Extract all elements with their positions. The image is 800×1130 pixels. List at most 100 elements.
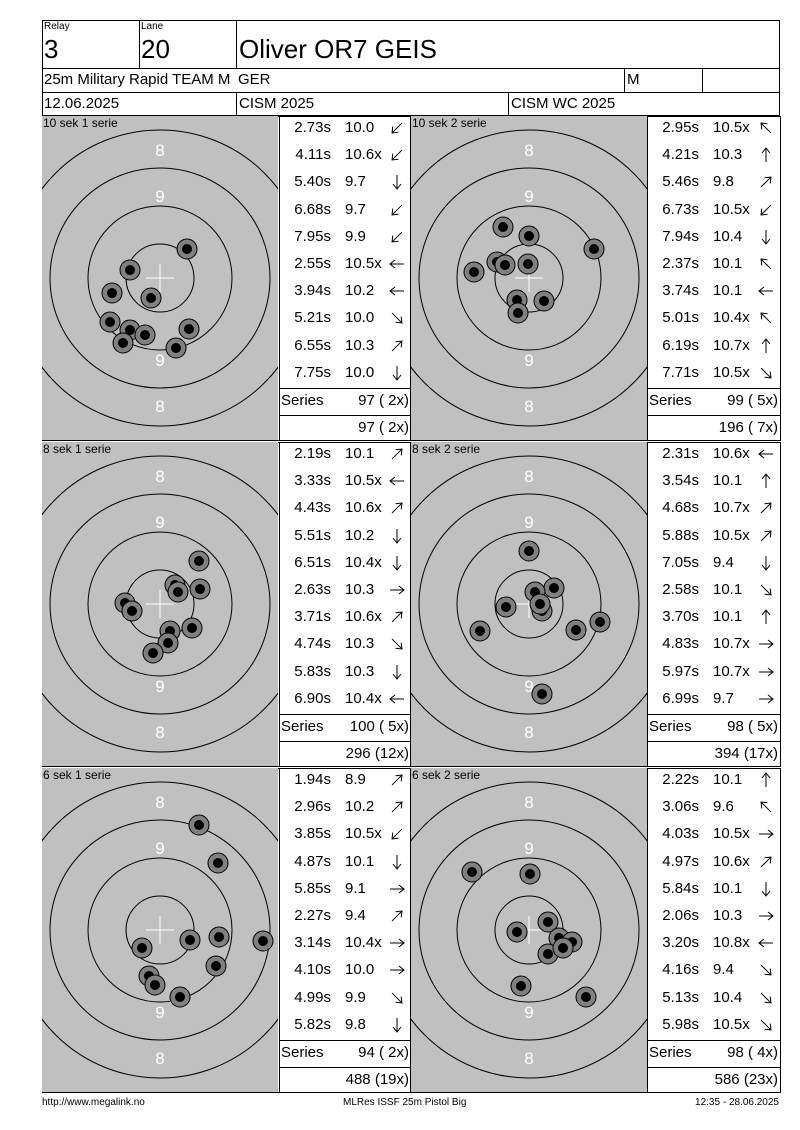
shot-row: 7.75s 10.0 bbox=[279, 361, 411, 385]
shot-hole-center bbox=[140, 330, 150, 340]
direction-arrow-icon bbox=[761, 337, 771, 353]
series-total-row: Series 97 ( 2x) bbox=[279, 389, 411, 413]
divider bbox=[279, 388, 411, 389]
shot-hole-center bbox=[516, 981, 526, 991]
direction-arrow-icon bbox=[759, 667, 774, 676]
shot-row: 5.82s 9.8 bbox=[279, 1013, 411, 1037]
shot-score: 10.1 bbox=[713, 581, 743, 598]
series-label: Series bbox=[281, 718, 324, 735]
shot-score: 10.6x bbox=[345, 146, 382, 164]
shot-time: 5.46s bbox=[662, 173, 699, 191]
direction-arrow-icon bbox=[392, 555, 402, 571]
direction-arrow-icon bbox=[760, 312, 772, 324]
shot-time: 7.75s bbox=[294, 363, 331, 381]
series-total: 98 ( 5x) bbox=[727, 718, 778, 735]
shot-hole-center bbox=[549, 583, 559, 593]
direction-arrow-icon bbox=[391, 149, 403, 161]
divider bbox=[702, 68, 703, 92]
direction-arrow-icon bbox=[392, 528, 402, 544]
direction-arrow-icon bbox=[760, 584, 772, 596]
footer-software: MLRes ISSF 25m Pistol Big bbox=[343, 1097, 467, 1108]
series-total: 94 ( 2x) bbox=[358, 1044, 409, 1061]
shot-score: 10.7x bbox=[713, 336, 750, 354]
ring-number: 9 bbox=[524, 1003, 533, 1022]
shot-hole-center bbox=[535, 599, 545, 609]
ring-number: 8 bbox=[155, 467, 164, 486]
direction-arrow-icon bbox=[391, 910, 403, 922]
shot-row: 3.14s 10.4x bbox=[279, 931, 411, 955]
shot-row: 4.11s 10.6x bbox=[279, 143, 411, 167]
shot-row: 6.19s 10.7x bbox=[647, 334, 780, 358]
shot-score: 9.7 bbox=[713, 689, 734, 707]
direction-arrow-icon bbox=[758, 449, 773, 459]
shot-hole-center bbox=[523, 259, 533, 269]
direction-arrow-icon bbox=[392, 175, 402, 191]
shot-time: 3.06s bbox=[662, 798, 699, 816]
shot-time: 3.14s bbox=[294, 934, 331, 952]
series-label: Series bbox=[649, 718, 692, 735]
shot-time: 6.51s bbox=[294, 553, 331, 571]
shot-time: 3.20s bbox=[662, 934, 699, 952]
shot-hole-center bbox=[171, 343, 181, 353]
divider bbox=[508, 92, 509, 116]
ring-number: 8 bbox=[524, 467, 533, 486]
scoring-ring bbox=[456, 205, 602, 351]
shot-time: 4.43s bbox=[294, 499, 331, 517]
shot-time: 5.13s bbox=[662, 988, 699, 1006]
shot-time: 2.22s bbox=[662, 771, 699, 788]
divider bbox=[624, 68, 625, 92]
shot-hole-center bbox=[173, 587, 183, 597]
shot-hole-center bbox=[175, 992, 185, 1002]
shot-hole-center bbox=[211, 961, 221, 971]
ring-number: 9 bbox=[155, 187, 164, 206]
shot-score: 10.3 bbox=[713, 146, 743, 164]
shot-hole-center bbox=[524, 231, 534, 241]
shot-hole-center bbox=[467, 867, 477, 877]
series-title: 10 sek 1 serie bbox=[43, 116, 118, 130]
shot-hole-center bbox=[501, 602, 511, 612]
shot-score: 10.2 bbox=[345, 282, 375, 300]
shot-time: 3.85s bbox=[294, 825, 331, 843]
shot-time: 4.10s bbox=[294, 961, 331, 979]
shot-time: 4.74s bbox=[294, 635, 331, 653]
direction-arrow-icon bbox=[761, 881, 771, 897]
shot-row: 2.58s 10.1 bbox=[647, 578, 780, 602]
direction-arrow-icon bbox=[391, 639, 403, 650]
list-divider bbox=[279, 442, 280, 766]
scoring-ring bbox=[87, 531, 233, 677]
direction-arrow-icon bbox=[761, 147, 771, 163]
shot-score: 10.5x bbox=[713, 200, 750, 218]
scoring-ring bbox=[49, 819, 271, 1041]
shot-time: 6.73s bbox=[662, 200, 699, 218]
shot-row: 4.83s 10.7x bbox=[647, 632, 780, 656]
shot-hole-center bbox=[107, 288, 117, 298]
scoring-ring bbox=[49, 167, 271, 389]
shot-score: 10.6x bbox=[713, 852, 750, 870]
direction-arrow-icon bbox=[391, 801, 403, 813]
shot-score: 10.8x bbox=[713, 934, 750, 952]
divider bbox=[42, 68, 780, 69]
shot-hole-center bbox=[500, 260, 510, 270]
shot-score: 10.1 bbox=[713, 255, 743, 272]
shot-score: 9.9 bbox=[345, 988, 366, 1006]
direction-arrow-icon bbox=[761, 555, 771, 571]
direction-arrow-icon bbox=[761, 473, 771, 489]
shot-row: 7.95s 9.9 bbox=[279, 225, 411, 249]
shot-hole-center bbox=[525, 869, 535, 879]
direction-arrow-icon bbox=[760, 258, 772, 270]
shot-row: 4.03s 10.5x bbox=[647, 822, 780, 846]
shot-score: 10.5x bbox=[713, 363, 750, 381]
shot-score: 10.4x bbox=[713, 309, 750, 327]
scoring-ring bbox=[494, 569, 564, 639]
shot-time: 3.70s bbox=[662, 608, 699, 626]
ring-number: 8 bbox=[524, 397, 533, 416]
footer-url[interactable]: http://www.megalink.no bbox=[42, 1097, 145, 1108]
shot-score: 10.5x bbox=[713, 825, 750, 843]
shot-hole-center bbox=[185, 935, 195, 945]
shot-hole-center bbox=[581, 992, 591, 1002]
shot-time: 6.19s bbox=[662, 336, 699, 354]
shot-score: 10.2 bbox=[345, 526, 375, 544]
shot-hole-center bbox=[184, 324, 194, 334]
lane-value: 20 bbox=[141, 34, 170, 64]
shot-row: 5.13s 10.4 bbox=[647, 986, 780, 1010]
